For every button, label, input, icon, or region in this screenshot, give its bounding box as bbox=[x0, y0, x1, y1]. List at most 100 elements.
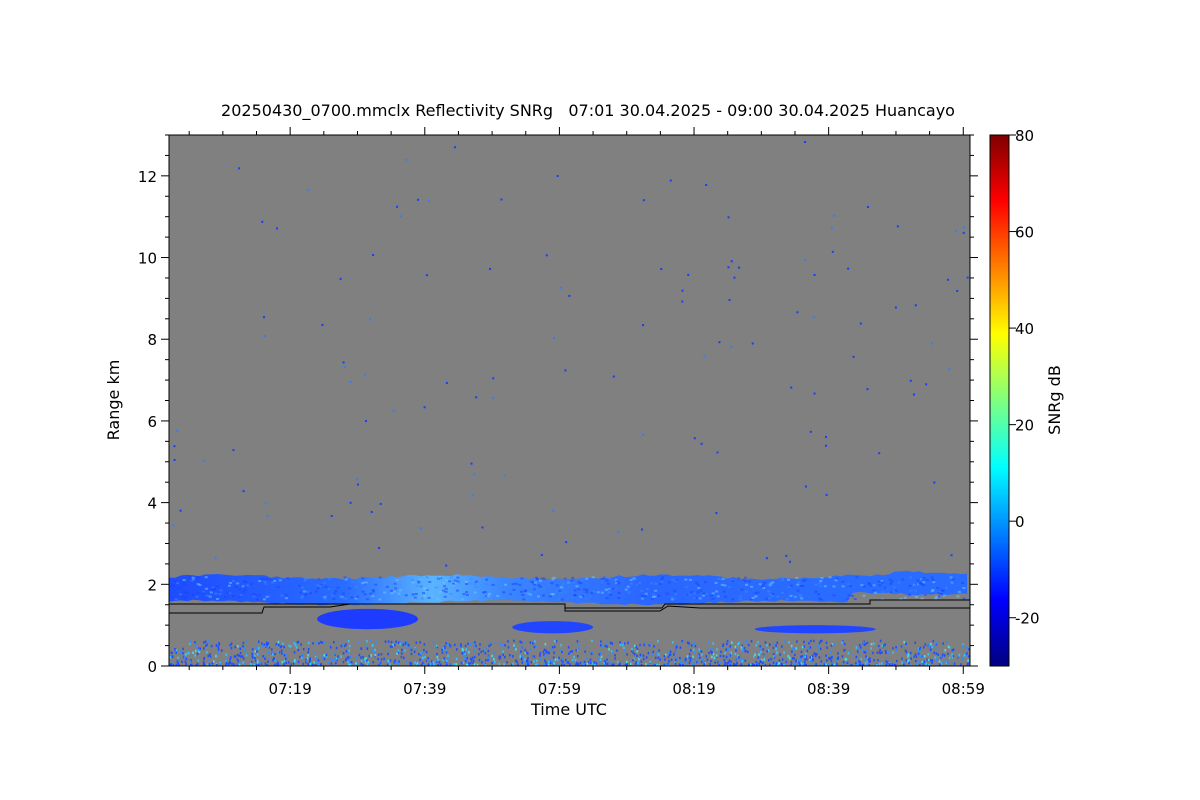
cloud-texture bbox=[420, 597, 424, 600]
clutter-pixel bbox=[806, 649, 809, 653]
clutter-pixel bbox=[830, 659, 833, 663]
clutter-pixel bbox=[590, 652, 593, 656]
noise-speckle bbox=[640, 528, 643, 531]
clutter-pixel bbox=[760, 648, 762, 651]
cloud-texture bbox=[956, 595, 960, 598]
clutter-pixel bbox=[918, 647, 921, 650]
clutter-pixel bbox=[757, 641, 759, 644]
clutter-pixel bbox=[524, 658, 526, 661]
clutter-pixel bbox=[722, 643, 725, 646]
noise-speckle bbox=[825, 493, 828, 496]
clutter-pixel bbox=[616, 649, 618, 652]
y-tick-label: 6 bbox=[147, 413, 157, 431]
cloud-texture bbox=[899, 597, 903, 600]
clutter-pixel bbox=[534, 640, 536, 643]
clutter-pixel bbox=[903, 640, 905, 644]
clutter-pixel bbox=[885, 651, 887, 655]
cloud-texture bbox=[243, 588, 247, 591]
noise-speckle bbox=[716, 451, 719, 454]
cloud-texture bbox=[336, 586, 340, 589]
cloud-texture bbox=[522, 598, 526, 601]
clutter-pixel bbox=[432, 661, 435, 664]
cloud-texture bbox=[643, 594, 647, 597]
clutter-pixel bbox=[313, 651, 316, 655]
noise-speckle bbox=[813, 273, 816, 276]
noise-speckle bbox=[948, 367, 951, 370]
cloud-texture bbox=[781, 579, 785, 582]
cloud-texture bbox=[731, 580, 735, 583]
clutter-pixel bbox=[370, 654, 373, 657]
clutter-pixel bbox=[305, 661, 307, 664]
clutter-pixel bbox=[539, 658, 542, 661]
clutter-pixel bbox=[968, 648, 970, 651]
clutter-pixel bbox=[967, 662, 969, 665]
cloud-texture bbox=[219, 589, 223, 592]
cloud-texture bbox=[548, 595, 552, 598]
noise-speckle bbox=[179, 509, 182, 512]
clutter-pixel bbox=[705, 655, 708, 658]
clutter-pixel bbox=[784, 640, 786, 643]
cloud-texture bbox=[737, 577, 741, 580]
cloud-texture bbox=[872, 593, 876, 596]
clutter-pixel bbox=[842, 660, 845, 664]
clutter-pixel bbox=[189, 663, 192, 666]
cloud-texture bbox=[343, 576, 347, 579]
clutter-pixel bbox=[461, 652, 463, 655]
cloud-texture bbox=[389, 589, 393, 592]
cloud-texture bbox=[920, 597, 924, 600]
clutter-pixel bbox=[589, 658, 592, 661]
clutter-pixel bbox=[253, 663, 256, 666]
clutter-pixel bbox=[229, 658, 231, 661]
cloud-texture bbox=[590, 592, 594, 595]
clutter-pixel bbox=[581, 662, 583, 666]
cloud-texture bbox=[518, 584, 522, 587]
clutter-pixel bbox=[923, 660, 926, 663]
clutter-pixel bbox=[177, 656, 179, 659]
noise-speckle bbox=[642, 199, 645, 202]
clutter-pixel bbox=[443, 657, 445, 660]
clutter-pixel bbox=[444, 646, 446, 649]
clutter-pixel bbox=[480, 650, 483, 654]
noise-speckle bbox=[471, 494, 474, 497]
clutter-pixel bbox=[586, 662, 589, 666]
clutter-pixel bbox=[895, 648, 898, 652]
cloud-texture bbox=[443, 595, 447, 598]
clutter-pixel bbox=[809, 646, 812, 649]
clutter-pixel bbox=[234, 655, 237, 658]
cloud-texture bbox=[715, 590, 719, 593]
clutter-pixel bbox=[410, 648, 413, 652]
clutter-pixel bbox=[702, 658, 704, 661]
cloud-texture bbox=[617, 596, 621, 599]
clutter-pixel bbox=[264, 654, 266, 658]
clutter-pixel bbox=[488, 644, 490, 648]
clutter-pixel bbox=[645, 663, 647, 666]
clutter-pixel bbox=[716, 648, 718, 651]
cloud-texture bbox=[559, 591, 563, 594]
clutter-pixel bbox=[754, 653, 756, 656]
noise-speckle bbox=[896, 225, 899, 228]
clutter-pixel bbox=[553, 645, 556, 649]
noise-speckle bbox=[330, 515, 333, 518]
clutter-pixel bbox=[735, 647, 737, 650]
plot-area bbox=[169, 135, 970, 666]
colorbar-tick-label: 20 bbox=[1015, 417, 1034, 435]
clutter-pixel bbox=[818, 650, 820, 653]
cloud-texture bbox=[767, 583, 771, 586]
clutter-pixel bbox=[199, 647, 202, 651]
clutter-pixel bbox=[734, 652, 737, 656]
clutter-pixel bbox=[405, 660, 408, 663]
cloud-texture bbox=[520, 577, 524, 580]
clutter-pixel bbox=[421, 661, 424, 665]
clutter-pixel bbox=[293, 642, 296, 645]
cloud-texture bbox=[317, 578, 321, 581]
clutter-pixel bbox=[775, 662, 778, 665]
cloud-texture bbox=[913, 592, 917, 595]
clutter-pixel bbox=[393, 661, 396, 664]
cloud-texture bbox=[756, 591, 760, 594]
clutter-pixel bbox=[804, 660, 806, 664]
clutter-pixel bbox=[928, 645, 930, 648]
cloud-texture bbox=[711, 592, 715, 595]
clutter-pixel bbox=[277, 640, 280, 644]
clutter-pixel bbox=[238, 660, 241, 664]
clutter-pixel bbox=[390, 640, 393, 644]
